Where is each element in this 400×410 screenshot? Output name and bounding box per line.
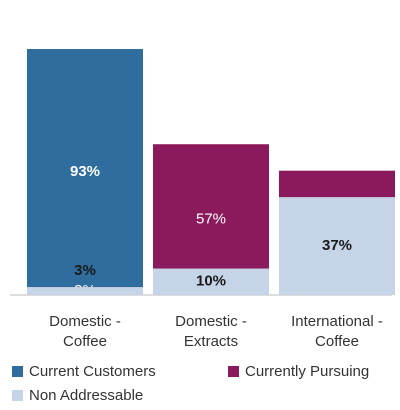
legend-swatch [228, 366, 239, 377]
legend-swatch [12, 366, 23, 377]
bar-segment [27, 49, 143, 295]
legend-label: Currently Pursuing [245, 363, 369, 380]
data-label: 57% [196, 211, 226, 228]
legend-label: Non Addressable [29, 387, 143, 404]
data-label: 37% [322, 237, 352, 254]
bar-segment [279, 197, 395, 295]
x-tick-label: International -Coffee [291, 313, 383, 350]
bar-segment [27, 287, 143, 295]
data-label: 3% [74, 262, 96, 279]
x-tick-label: Domestic -Coffee [49, 313, 121, 350]
bar-segment [153, 268, 269, 295]
data-label: 93% [70, 163, 100, 180]
x-tick-label: Domestic -Extracts [175, 313, 247, 350]
data-label: 10% [196, 273, 226, 290]
legend-label: Current Customers [29, 363, 156, 380]
legend-swatch [12, 390, 23, 401]
